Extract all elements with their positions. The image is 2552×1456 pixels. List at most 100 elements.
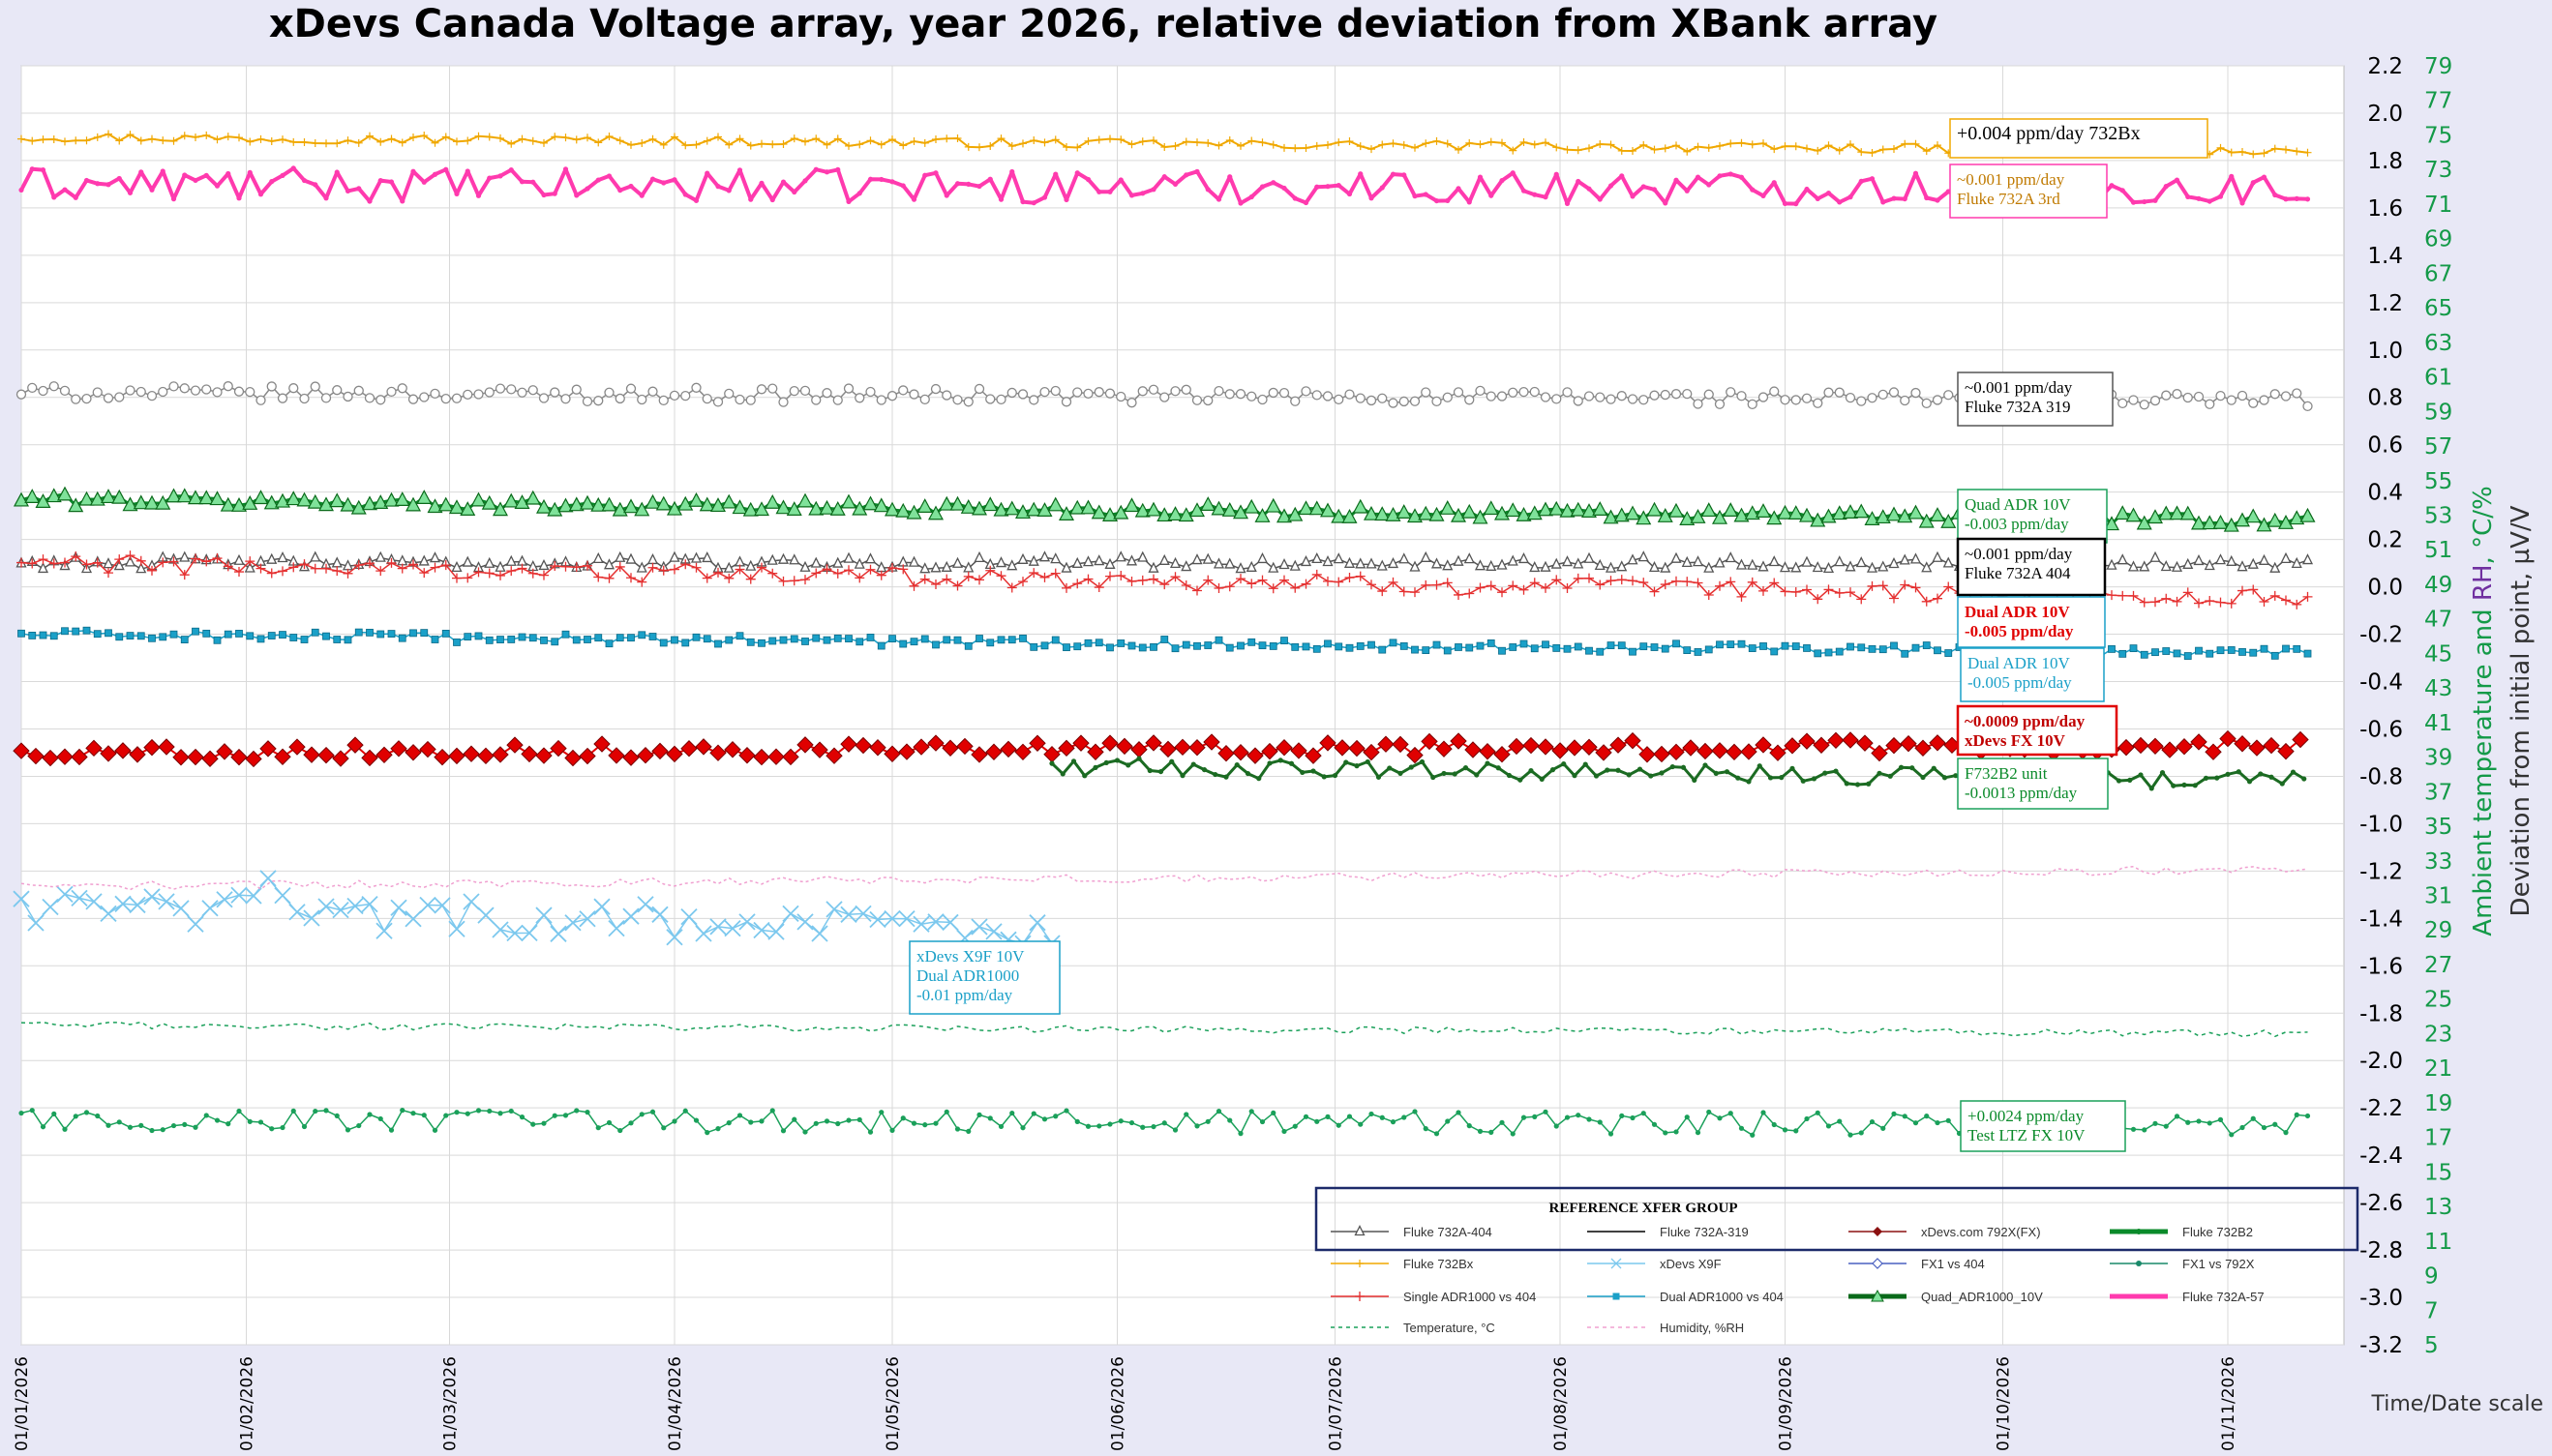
data-point bbox=[1087, 743, 1104, 760]
data-point bbox=[745, 395, 756, 405]
data-point bbox=[2196, 195, 2202, 201]
data-point bbox=[383, 491, 400, 507]
data-point bbox=[1747, 399, 1757, 410]
data-point bbox=[2299, 507, 2316, 522]
data-point bbox=[1050, 568, 1061, 579]
annotation-text: -0.01 ppm/day bbox=[916, 986, 1013, 1004]
data-point bbox=[1744, 505, 1760, 520]
data-point bbox=[73, 194, 78, 200]
data-point bbox=[876, 395, 886, 405]
data-point bbox=[2281, 595, 2291, 606]
data-point bbox=[1466, 1123, 1472, 1129]
data-point bbox=[615, 550, 626, 562]
data-point bbox=[2139, 597, 2149, 608]
data-point bbox=[2130, 199, 2137, 205]
data-point bbox=[1488, 193, 1494, 198]
data-point bbox=[1368, 1111, 1374, 1117]
data-point bbox=[1717, 173, 1723, 179]
data-point bbox=[1116, 391, 1126, 402]
data-point bbox=[1236, 574, 1246, 584]
data-point bbox=[1760, 1110, 1766, 1115]
data-point bbox=[1464, 395, 1475, 405]
data-point bbox=[2142, 1127, 2147, 1133]
legend-marker bbox=[2136, 1229, 2142, 1234]
data-point bbox=[1529, 560, 1541, 573]
data-point bbox=[1935, 197, 1940, 203]
data-point bbox=[343, 391, 353, 402]
data-point bbox=[1922, 641, 1931, 649]
data-point bbox=[1246, 747, 1264, 764]
data-point bbox=[1232, 744, 1249, 761]
data-point bbox=[376, 137, 385, 146]
data-point bbox=[2226, 598, 2237, 609]
data-point bbox=[877, 140, 886, 149]
data-point bbox=[1912, 1120, 1919, 1126]
data-point bbox=[465, 168, 470, 174]
data-point bbox=[941, 560, 952, 572]
data-point bbox=[1638, 746, 1656, 763]
data-point bbox=[2139, 560, 2150, 572]
data-point bbox=[856, 191, 862, 196]
data-point bbox=[840, 906, 857, 923]
x-tick-label: 01/03/2026 bbox=[441, 1356, 461, 1451]
data-point bbox=[1223, 774, 1229, 780]
legend-label: Single ADR1000 vs 404 bbox=[1403, 1290, 1536, 1304]
data-point bbox=[397, 383, 407, 394]
data-point bbox=[595, 177, 601, 183]
data-point bbox=[715, 184, 721, 190]
data-point bbox=[487, 1108, 493, 1114]
data-point bbox=[440, 393, 451, 404]
data-point bbox=[551, 133, 559, 141]
data-point bbox=[1161, 174, 1167, 180]
data-point bbox=[1472, 509, 1488, 524]
data-point bbox=[1302, 143, 1310, 152]
data-point bbox=[840, 493, 857, 509]
data-point bbox=[2115, 505, 2131, 520]
data-point bbox=[1624, 505, 1641, 520]
data-point bbox=[2237, 585, 2247, 596]
data-point bbox=[419, 896, 436, 914]
data-point bbox=[1784, 737, 1801, 755]
data-point bbox=[1673, 177, 1679, 183]
data-point bbox=[1510, 1131, 1516, 1137]
data-point bbox=[2173, 649, 2181, 658]
data-point bbox=[405, 744, 422, 761]
data-point bbox=[832, 556, 844, 568]
data-point bbox=[1408, 764, 1414, 770]
data-point bbox=[1358, 1121, 1364, 1127]
data-point bbox=[1518, 584, 1529, 595]
data-point bbox=[766, 553, 778, 565]
data-point bbox=[1213, 557, 1225, 569]
data-point bbox=[528, 136, 537, 145]
data-point bbox=[2174, 177, 2180, 183]
data-point bbox=[799, 385, 811, 397]
data-point bbox=[2292, 388, 2302, 399]
data-point bbox=[1475, 385, 1486, 397]
data-point bbox=[1094, 582, 1104, 593]
data-point bbox=[1246, 579, 1257, 589]
data-point bbox=[1064, 1108, 1069, 1114]
data-point bbox=[1419, 758, 1426, 765]
data-point bbox=[942, 913, 959, 932]
data-point bbox=[377, 177, 383, 184]
data-point bbox=[2246, 779, 2253, 785]
data-point bbox=[1537, 738, 1554, 756]
data-point bbox=[1157, 768, 1164, 775]
data-point bbox=[916, 498, 933, 513]
annotation-text: ~0.0009 ppm/day bbox=[1965, 712, 2086, 730]
y-tick-left: -2.2 bbox=[2359, 1096, 2403, 1121]
data-point bbox=[1485, 760, 1490, 766]
data-point bbox=[1901, 649, 1909, 658]
data-point bbox=[919, 562, 931, 574]
data-point bbox=[735, 564, 745, 575]
data-point bbox=[387, 134, 396, 143]
annotation-border bbox=[909, 940, 1061, 1015]
data-point bbox=[1496, 558, 1508, 570]
data-point bbox=[1439, 500, 1456, 515]
data-point bbox=[158, 386, 168, 398]
data-point bbox=[1552, 143, 1561, 152]
data-point bbox=[1693, 399, 1703, 409]
data-point bbox=[223, 561, 233, 572]
data-point bbox=[2237, 390, 2248, 401]
data-point bbox=[1606, 140, 1615, 149]
